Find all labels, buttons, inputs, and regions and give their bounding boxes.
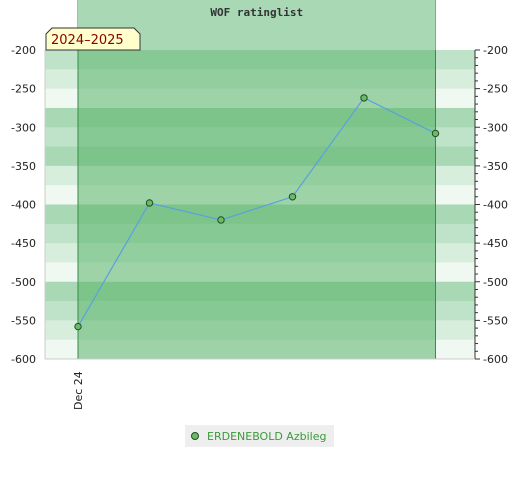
y-tick-label-right: -250 [483,83,508,96]
y-tick-label-left: -250 [11,83,36,96]
y-tick-label-left: -600 [11,353,36,366]
y-tick-label-left: -400 [11,199,36,212]
data-point [74,322,82,331]
series-line [77,97,436,327]
data-point [145,199,154,207]
chart-title: WOF ratinglist [210,6,303,19]
y-tick-label-right: -200 [483,44,508,57]
y-tick-label-left: -450 [11,237,36,250]
data-point [217,216,225,224]
y-axis-right: -200 -250 -300 -350 -400 -450 -500 -550 -600 [474,44,508,366]
y-tick-label-left: -350 [11,160,36,173]
y-tick-label-left: -550 [11,314,36,327]
y-tick-label-right: -400 [483,199,508,212]
x-tick-label: Dec 24 [72,371,85,410]
y-tick-label-right: -600 [483,353,508,366]
data-point [431,129,440,138]
period-badge: 2024–2025 [45,27,141,51]
y-tick-label-right: -300 [483,121,508,134]
legend-series-label: ERDENEBOLD Azbileg [207,429,327,443]
series-points [74,94,440,331]
period-badge-label: 2024–2025 [51,33,124,48]
y-tick-label-left: -300 [11,121,36,134]
y-tick-label-left: -200 [11,44,36,57]
season-highlight-band [77,0,436,360]
data-point [360,94,368,102]
y-axis-left: -200 -250 -300 -350 -400 -450 -500 -550 -600 [11,44,46,366]
legend-marker-icon [191,432,199,440]
y-tick-label-right: -350 [483,160,508,173]
y-tick-label-right: -550 [483,314,508,327]
legend: ERDENEBOLD Azbileg [185,425,335,447]
y-tick-label-right: -450 [483,237,508,250]
x-axis: Dec 24 [45,358,475,410]
data-point [288,193,297,201]
y-tick-label-left: -500 [11,276,36,289]
y-tick-label-right: -500 [483,276,508,289]
